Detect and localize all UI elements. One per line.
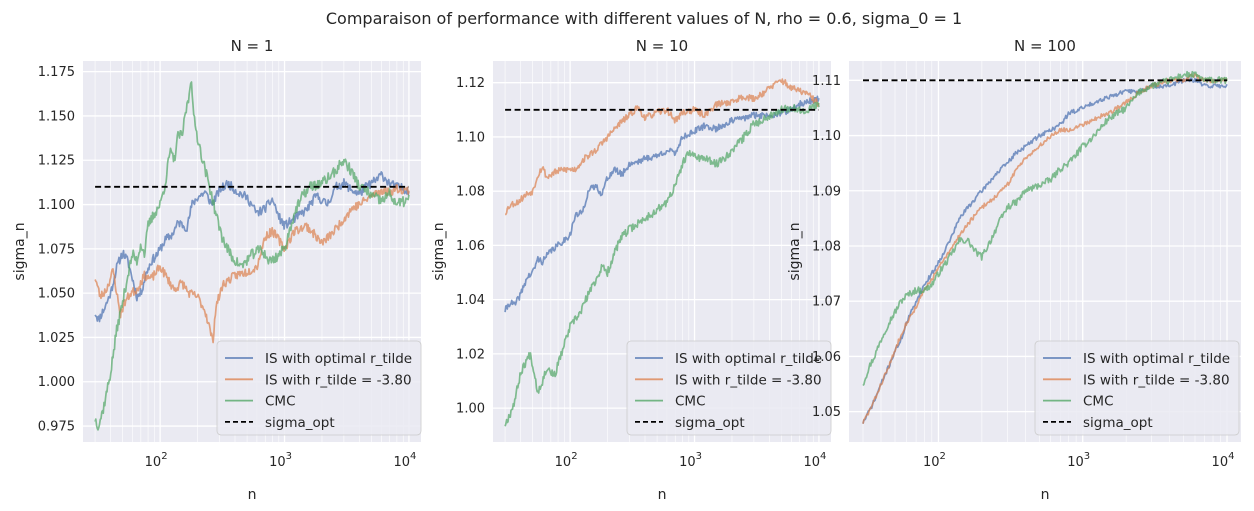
series-line-cmc: [862, 70, 1228, 387]
y-tick-label: 1.100: [38, 198, 75, 213]
y-tick-label: 1.000: [38, 375, 75, 390]
legend-label: sigma_opt: [265, 415, 335, 431]
legend-label: sigma_opt: [1083, 415, 1153, 431]
y-axis-label: sigma_n: [431, 222, 447, 280]
legend: IS with optimal r_tilde IS with r_tilde =…: [1034, 340, 1240, 436]
legend-label: IS with optimal r_tilde: [675, 351, 822, 367]
x-tick-exponent: 3: [1084, 451, 1090, 462]
x-tick-base: 10: [1212, 455, 1229, 470]
x-tick-base: 10: [145, 455, 162, 470]
x-tick-label: 104: [803, 451, 826, 470]
legend: IS with optimal r_tilde IS with r_tilde =…: [216, 340, 422, 436]
x-tick-label: 103: [679, 451, 702, 470]
y-tick-label: 1.06: [812, 350, 841, 365]
legend-box: [626, 340, 832, 436]
legend: IS with optimal r_tilde IS with r_tilde =…: [626, 340, 832, 436]
x-tick-label: 103: [1067, 451, 1090, 470]
y-tick-label: 1.050: [38, 287, 75, 302]
x-axis-label: n: [1041, 487, 1050, 503]
legend-box: [216, 340, 422, 436]
x-tick-exponent: 2: [571, 451, 577, 462]
legend-label: IS with optimal r_tilde: [265, 351, 412, 367]
y-tick-label: 1.10: [812, 129, 841, 144]
series-group: [862, 70, 1228, 424]
panel-title: N = 100: [1014, 37, 1076, 55]
series-group: [504, 78, 820, 427]
x-tick-label: 103: [269, 451, 292, 470]
figure-suptitle: Comparaison of performance with differen…: [326, 9, 962, 29]
y-tick-label: 1.06: [456, 239, 485, 254]
series-line-is-with-r-tilde-3-80: [94, 184, 410, 344]
y-tick-label: 1.025: [38, 331, 75, 346]
x-tick-exponent: 2: [940, 451, 946, 462]
legend-label: IS with optimal r_tilde: [1083, 351, 1230, 367]
x-tick-base: 10: [679, 455, 696, 470]
y-tick-label: 1.02: [456, 347, 485, 362]
legend-label: IS with r_tilde = -3.80: [265, 372, 412, 388]
panel-title: N = 1: [231, 37, 274, 55]
x-tick-exponent: 4: [1228, 451, 1234, 462]
x-tick-exponent: 4: [410, 451, 416, 462]
y-tick-label: 1.150: [38, 109, 75, 124]
y-tick-label: 0.975: [38, 420, 75, 435]
x-tick-base: 10: [803, 455, 820, 470]
legend-box: [1034, 340, 1240, 436]
legend-label: CMC: [265, 394, 296, 410]
x-tick-label: 102: [145, 451, 168, 470]
x-tick-exponent: 2: [161, 451, 167, 462]
legend-label: IS with r_tilde = -3.80: [1083, 372, 1230, 388]
y-tick-label: 1.08: [456, 185, 485, 200]
legend-label: CMC: [1083, 394, 1114, 410]
x-tick-base: 10: [393, 455, 410, 470]
x-tick-base: 10: [555, 455, 572, 470]
series-line-is-with-optimal-r-tilde: [94, 171, 410, 323]
y-tick-label: 1.075: [38, 242, 75, 257]
x-tick-label: 104: [393, 451, 416, 470]
x-tick-base: 10: [1067, 455, 1084, 470]
series-line-is-with-r-tilde-3-80: [504, 78, 820, 216]
x-tick-base: 10: [923, 455, 940, 470]
x-tick-exponent: 3: [286, 451, 292, 462]
y-tick-label: 1.08: [812, 239, 841, 254]
y-tick-label: 1.12: [456, 76, 485, 91]
y-tick-label: 1.05: [812, 405, 841, 420]
y-tick-label: 1.09: [812, 184, 841, 199]
series-line-cmc: [94, 81, 410, 431]
y-axis-label: sigma_n: [12, 222, 28, 280]
y-tick-label: 1.07: [812, 295, 841, 310]
legend-label: sigma_opt: [675, 415, 745, 431]
series-line-cmc: [504, 101, 820, 427]
series-group: [94, 81, 410, 431]
x-axis-label: n: [658, 487, 667, 503]
y-tick-label: 1.00: [456, 402, 485, 417]
x-tick-label: 102: [555, 451, 578, 470]
legend-label: CMC: [675, 394, 706, 410]
x-tick-exponent: 3: [696, 451, 702, 462]
y-tick-label: 1.11: [812, 74, 841, 89]
x-tick-label: 102: [923, 451, 946, 470]
series-line-is-with-optimal-r-tilde: [862, 77, 1228, 424]
y-tick-label: 1.125: [38, 154, 75, 169]
panel-title: N = 10: [636, 37, 688, 55]
chart-panel-1: 102 103 1040.9751.0001.0251.0501.0751.1001…: [12, 37, 422, 503]
y-tick-label: 1.10: [456, 130, 485, 145]
y-axis-label: sigma_n: [787, 222, 803, 280]
x-tick-label: 104: [1212, 451, 1235, 470]
x-tick-base: 10: [269, 455, 286, 470]
x-axis-label: n: [248, 487, 257, 503]
legend-label: IS with r_tilde = -3.80: [675, 372, 822, 388]
y-tick-label: 1.04: [456, 293, 485, 308]
x-tick-exponent: 4: [820, 451, 826, 462]
series-line-is-with-optimal-r-tilde: [504, 95, 820, 313]
y-tick-label: 1.175: [38, 65, 75, 80]
